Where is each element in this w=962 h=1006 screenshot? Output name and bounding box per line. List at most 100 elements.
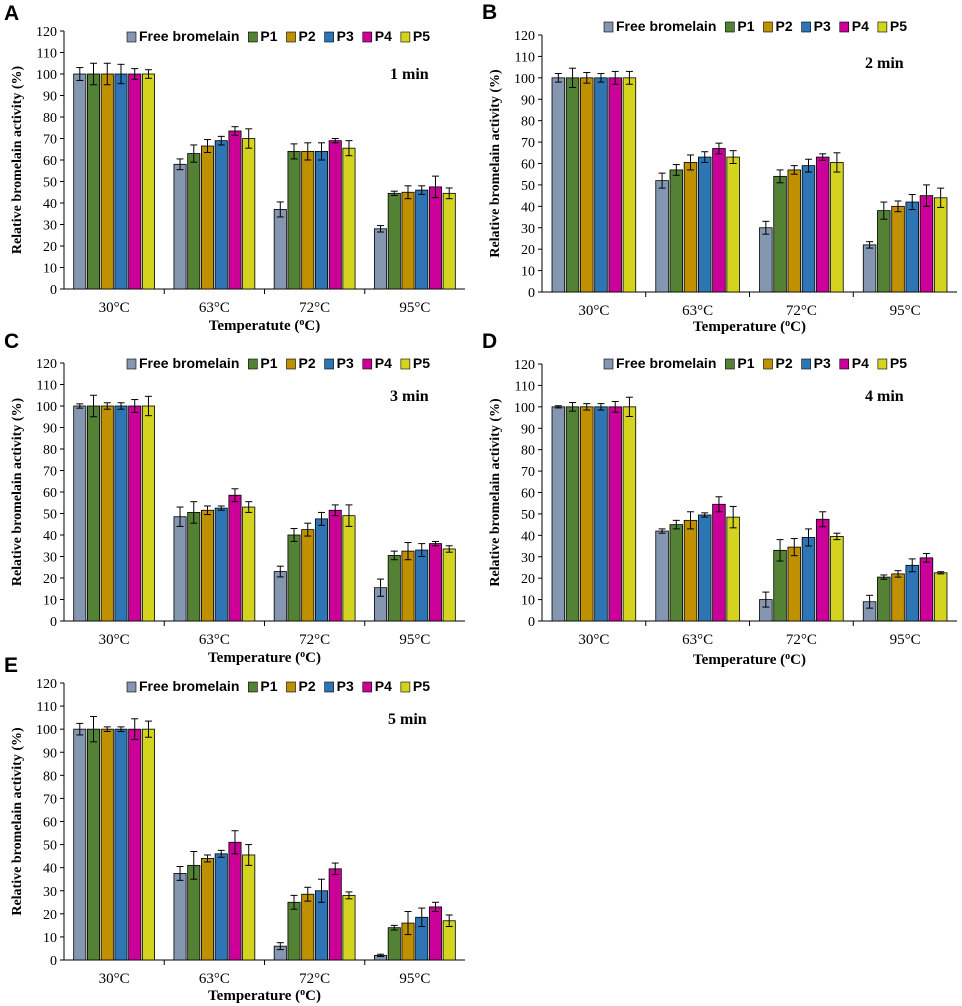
y-tick-label: 10 [43, 262, 57, 277]
bar-p4-4 [428, 906, 442, 961]
bar-free-bromelain-1 [551, 406, 566, 622]
legend-swatch [324, 358, 334, 370]
bar-p1-1 [87, 405, 101, 622]
panel-letter: B [482, 1, 497, 24]
bar-p5-4 [442, 192, 456, 290]
y-tick-label: 50 [43, 839, 57, 854]
bar-p1-2 [669, 524, 684, 622]
y-tick-label: 90 [521, 422, 535, 437]
legend-label: P3 [337, 678, 354, 694]
y-axis-title: Relative bromelain activity (%) [10, 66, 25, 255]
bar-p4-1 [128, 728, 142, 961]
x-axis-title-superscript: o [785, 318, 790, 329]
y-tick-label: 80 [521, 115, 535, 130]
legend-label: P3 [337, 28, 354, 44]
legend-label: P3 [814, 355, 831, 371]
legend-swatch [603, 358, 614, 370]
y-tick-label: 100 [36, 400, 57, 415]
legend-swatch [725, 21, 735, 33]
x-axis-title-superscript: o [785, 651, 790, 662]
bar-p2-2 [683, 519, 698, 622]
bar-p5-1 [141, 405, 155, 622]
bar-p5-2 [726, 156, 740, 293]
x-category-label: 63°C [199, 300, 230, 316]
legend-label: Free bromelain [139, 355, 239, 371]
bar-p3-1 [594, 406, 608, 622]
bar-p3-3 [801, 165, 816, 293]
bar-p2-3 [301, 529, 315, 622]
bar-p1-1 [565, 406, 580, 622]
bar-p2-2 [200, 145, 215, 290]
x-axis-title: Temperatute (oC) [209, 317, 321, 334]
legend-swatch [362, 681, 373, 693]
y-tick-label: 50 [43, 508, 57, 523]
y-tick-label: 60 [43, 486, 57, 501]
x-category-label: 95°C [890, 632, 921, 648]
bar-p1-3 [287, 534, 301, 622]
legend-label: P1 [260, 678, 277, 694]
bar-p5-3 [342, 894, 356, 961]
bar-p4-3 [815, 156, 830, 293]
panel-letter: D [482, 330, 497, 353]
legend-swatch [286, 31, 296, 43]
x-axis-title-part: C) [790, 652, 806, 668]
x-axis-title-part: Temperature ( [693, 319, 785, 335]
legend-swatch [286, 358, 296, 370]
chart-panel-a: A 0 10 20 30 40 50 60 70 80 90 100 110 120 30°C 63°C 72°… [4, 2, 465, 334]
legend-label: P3 [337, 355, 354, 371]
bar-free-bromelain-4 [862, 244, 877, 293]
bar-p5-4 [933, 572, 948, 622]
x-axis-title-part: Temperatute ( [209, 318, 300, 334]
x-category-label: 95°C [399, 300, 430, 316]
y-tick-label: 110 [515, 379, 535, 394]
bar-free-bromelain-3 [273, 571, 287, 622]
bar-free-bromelain-1 [551, 77, 566, 293]
x-category-label: 95°C [399, 632, 430, 648]
bar-free-bromelain-1 [73, 73, 87, 290]
y-tick-label: 40 [521, 200, 535, 215]
bar-p3-4 [905, 201, 919, 293]
x-axis-title-part: C) [305, 988, 321, 1004]
legend-label: Free bromelain [139, 28, 239, 44]
x-axis-title-part: C) [305, 650, 321, 666]
y-tick-label: 100 [36, 68, 57, 83]
x-axis-title: Temperature (oC) [693, 318, 806, 335]
legend-label: P1 [737, 355, 754, 371]
bar-free-bromelain-1 [73, 728, 87, 961]
bar-p4-1 [608, 77, 622, 293]
legend-label: Free bromelain [616, 355, 716, 371]
y-tick-label: 0 [528, 615, 535, 630]
panel-letter: E [4, 654, 18, 677]
legend-label: P5 [413, 678, 430, 694]
legend-swatch [801, 358, 811, 370]
x-category-label: 95°C [890, 303, 921, 319]
legend-label: P2 [299, 355, 316, 371]
y-tick-label: 110 [515, 50, 535, 65]
bar-p3-2 [214, 507, 228, 622]
chart-panel-b: B 0 10 20 30 40 50 60 70 80 90 100 110 120 30°C 63°C 72°… [482, 1, 957, 335]
bar-p4-1 [128, 405, 142, 622]
legend-label: P2 [299, 28, 316, 44]
legend-swatch [126, 358, 137, 370]
y-tick-label: 20 [43, 240, 57, 255]
bar-p1-4 [877, 576, 891, 622]
legend-label: P4 [852, 355, 869, 371]
legend-swatch [248, 358, 258, 370]
y-tick-label: 110 [37, 47, 57, 62]
y-tick-label: 20 [43, 908, 57, 923]
bar-p4-4 [919, 557, 934, 622]
bar-p2-1 [580, 406, 594, 622]
time-annotation: 2 min [865, 55, 904, 72]
legend-swatch [126, 681, 137, 693]
bar-p4-2 [712, 503, 726, 622]
x-category-label: 30°C [578, 632, 609, 648]
x-category-label: 63°C [682, 632, 713, 648]
legend-swatch [839, 21, 850, 33]
x-axis-title-superscript: o [300, 987, 305, 998]
legend-label: P5 [413, 28, 430, 44]
x-category-label: 63°C [199, 971, 230, 987]
x-category-label: 30°C [99, 632, 130, 648]
bar-p2-1 [100, 405, 114, 622]
x-axis-title-part: Temperature ( [693, 652, 785, 668]
bar-p3-4 [415, 189, 429, 290]
